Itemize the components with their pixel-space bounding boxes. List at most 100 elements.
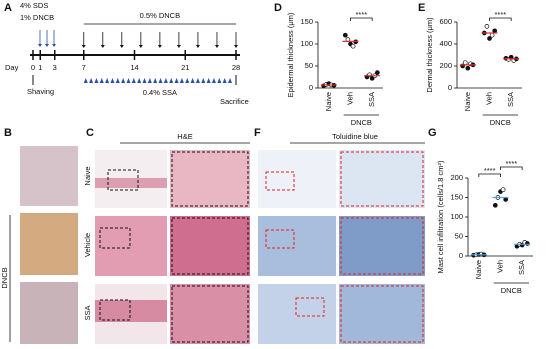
- arrow-head: [45, 44, 49, 47]
- zoom-box: [107, 169, 139, 191]
- tb-ssa: [258, 284, 336, 344]
- zoom-box: [171, 151, 249, 207]
- day-number: 1: [38, 63, 42, 72]
- row-label: SSA: [83, 305, 92, 320]
- day-number: 0: [31, 63, 35, 72]
- row-group-label: DNCB: [0, 267, 9, 288]
- significance-label: ****: [505, 159, 517, 168]
- shaving-label: Shaving: [27, 87, 54, 96]
- y-tick-label: 50: [455, 231, 463, 240]
- y-tick-label: 100: [450, 212, 463, 221]
- ssa-arrow: [89, 78, 94, 83]
- significance-bracket: [489, 17, 512, 21]
- x-tick-label: Naive: [463, 92, 472, 111]
- x-tick-label: Veh: [345, 92, 354, 105]
- significance-label: ****: [355, 10, 367, 19]
- panel-letter: G: [428, 127, 437, 139]
- day-number: 21: [181, 63, 189, 72]
- ssa-arrow: [99, 78, 104, 83]
- group-label: DNCB: [351, 118, 372, 127]
- data-point: [492, 202, 498, 208]
- data-point: [492, 28, 498, 34]
- ssa-arrow: [179, 78, 184, 83]
- zoom-box: [265, 171, 295, 191]
- y-tick-label: 150: [450, 192, 463, 201]
- zoom-box: [171, 285, 249, 343]
- zoom-box: [171, 217, 249, 275]
- arrow-head: [214, 45, 219, 48]
- ssa-arrow: [185, 78, 190, 83]
- arrow-head: [100, 45, 105, 48]
- ssa-arrow: [163, 78, 168, 83]
- ssa-arrow: [137, 78, 142, 83]
- x-tick-label: Veh: [495, 260, 504, 273]
- ssa-arrow: [110, 78, 115, 83]
- dncb-repeat-label: 0.5% DNCB: [140, 11, 180, 20]
- ssa-arrow: [211, 78, 216, 83]
- panel-letter: B: [4, 127, 12, 139]
- arrow-head: [81, 45, 86, 48]
- y-tick-label: 0: [448, 83, 452, 92]
- y-tick-label: 100: [300, 39, 313, 48]
- data-point: [342, 32, 348, 38]
- data-point: [375, 70, 380, 75]
- data-point: [500, 187, 506, 193]
- day-number: 3: [53, 63, 57, 72]
- significance-bracket: [500, 166, 523, 170]
- arrow-head: [176, 45, 181, 48]
- stain-title: H&E: [177, 132, 192, 141]
- he-vehicle-zoom: [170, 216, 250, 276]
- arrow-head: [119, 45, 124, 48]
- tb-naive: [258, 150, 336, 208]
- x-tick-label: SSA: [367, 92, 376, 107]
- data-point: [487, 36, 492, 41]
- ssa-arrow: [115, 78, 120, 83]
- y-tick-label: 200: [439, 61, 452, 70]
- arrow-head: [52, 44, 56, 47]
- zoom-box: [99, 227, 131, 249]
- ssa-arrow: [228, 78, 232, 83]
- ssa-arrow: [169, 78, 174, 83]
- y-axis-title: Epidermal thickness (μm): [286, 12, 295, 97]
- zoom-box: [265, 229, 295, 249]
- zoom-box: [99, 299, 131, 321]
- arrow-head: [195, 45, 200, 48]
- panel-letter: D: [274, 2, 282, 14]
- axis: [456, 22, 522, 89]
- x-tick-label: Naive: [474, 260, 483, 279]
- ssa-arrow: [153, 78, 158, 83]
- tb-ssa-zoom: [339, 284, 425, 344]
- arrow-head: [234, 45, 238, 48]
- tb-vehicle: [258, 216, 336, 276]
- data-point: [489, 32, 495, 38]
- significance-bracket: [478, 173, 501, 177]
- dncb-initial-label: 1% DNCB: [20, 13, 54, 22]
- photo-ssa: [20, 282, 78, 344]
- he-ssa-tissue: [95, 300, 167, 322]
- ssa-arrow: [174, 78, 179, 83]
- x-tick-label: SSA: [506, 92, 515, 107]
- he-ssa-zoom: [170, 284, 250, 344]
- ssa-arrow: [83, 78, 88, 83]
- arrow-head: [157, 45, 162, 48]
- y-tick-label: 0: [459, 251, 463, 260]
- data-point: [484, 24, 490, 29]
- y-axis-title: Mast cell infiltration (cells/1.8 cm²): [436, 160, 445, 273]
- x-tick-label: Naive: [324, 92, 333, 111]
- zoom-box: [340, 217, 424, 275]
- ssa-arrow: [94, 78, 99, 83]
- he-naive-tissue: [95, 178, 167, 188]
- he-naive-zoom: [170, 150, 250, 208]
- y-axis-title: Dermal thickness (μm): [425, 17, 434, 93]
- stain-title: Toluidine blue: [332, 132, 378, 141]
- row-label: Naive: [83, 166, 92, 185]
- group-label: DNCB: [490, 118, 511, 127]
- tb-vehicle-zoom: [339, 216, 425, 276]
- photo-naive: [20, 146, 78, 206]
- tb-naive-zoom: [339, 150, 425, 208]
- photos: [9, 142, 425, 344]
- y-tick-label: 600: [439, 17, 452, 26]
- ssa-arrow: [142, 78, 147, 83]
- ssa-arrow: [195, 78, 200, 83]
- significance-bracket: [350, 17, 373, 21]
